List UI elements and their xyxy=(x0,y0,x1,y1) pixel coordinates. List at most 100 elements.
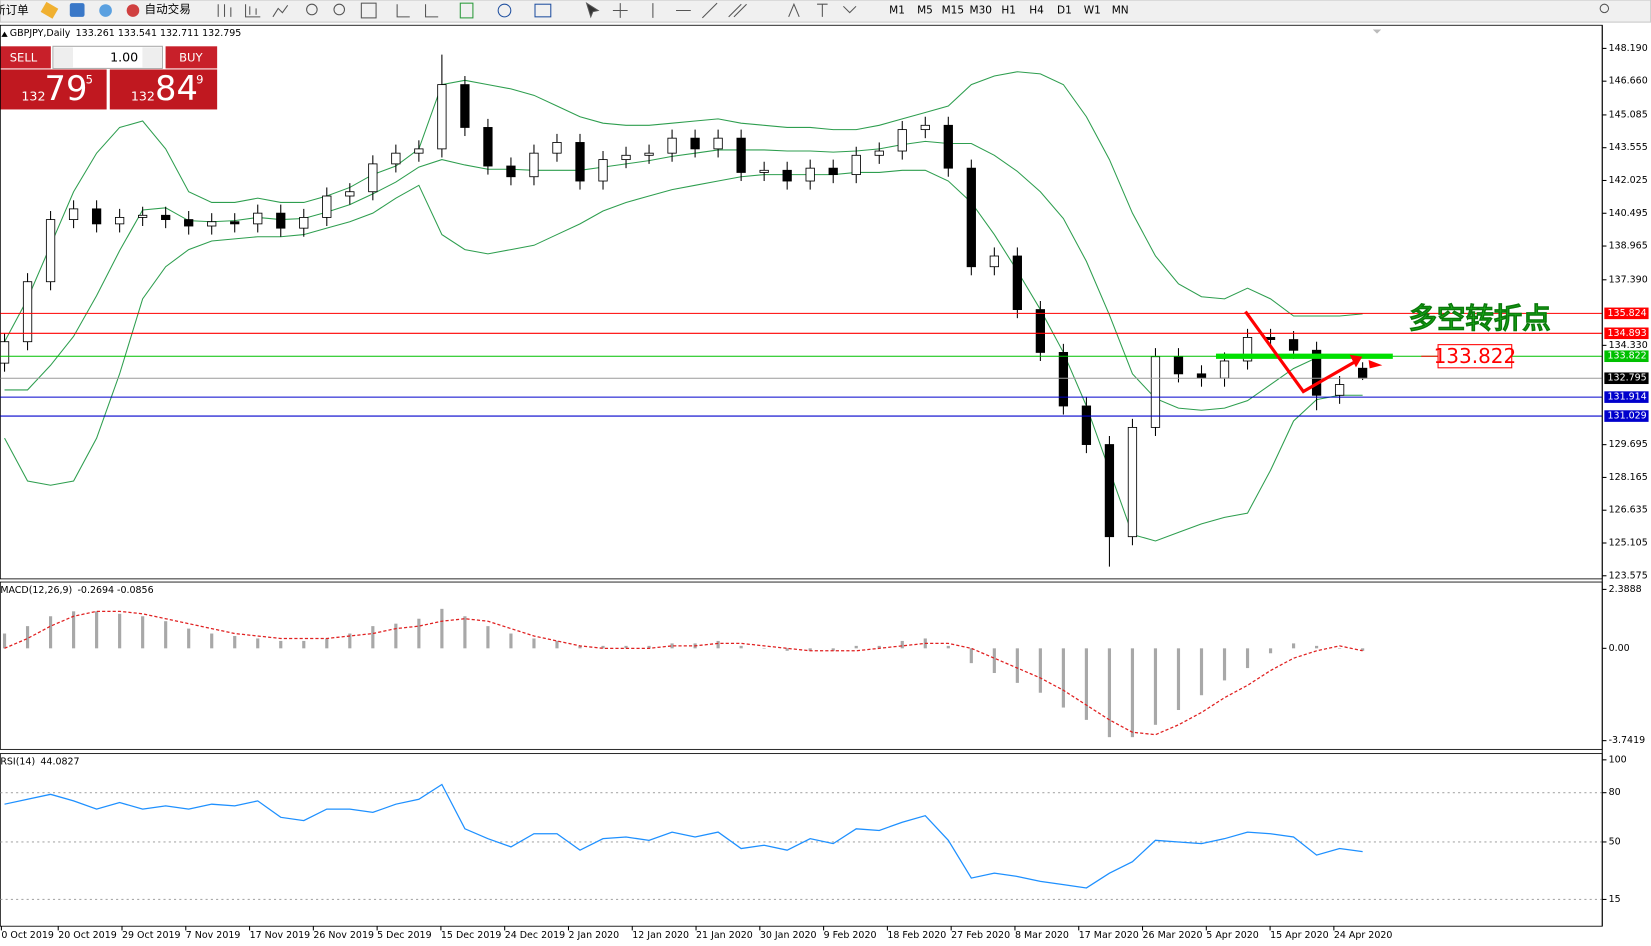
candle-body xyxy=(1242,337,1253,362)
macd-bar xyxy=(141,616,145,649)
macd-bar xyxy=(440,608,444,649)
candle-body xyxy=(1357,367,1368,379)
icon[interactable] xyxy=(40,1,59,19)
candle-body xyxy=(230,221,240,225)
candle-body xyxy=(22,281,33,343)
icon[interactable] xyxy=(99,4,112,17)
search-icon[interactable] xyxy=(1599,3,1610,14)
candle-body xyxy=(644,152,654,156)
buy-button[interactable] xyxy=(165,46,218,69)
y-tick-label: 123.575 xyxy=(1609,570,1648,581)
x-tick-label: 26 Nov 2019 xyxy=(313,930,374,941)
sell-button[interactable] xyxy=(0,46,51,69)
icon[interactable] xyxy=(360,2,377,19)
macd-bar xyxy=(1222,648,1227,681)
icon[interactable] xyxy=(534,3,552,18)
rsi-line xyxy=(4,783,1363,889)
icon[interactable] xyxy=(69,3,85,17)
icon[interactable] xyxy=(306,3,318,16)
auto-trading-icon[interactable] xyxy=(126,4,140,17)
candle-body xyxy=(897,129,907,152)
y-tick-label: 125.105 xyxy=(1609,537,1648,548)
indicator-values: 44.0827 xyxy=(40,757,79,768)
macd-bar xyxy=(785,648,789,651)
macd-bar xyxy=(1361,648,1365,651)
price-level-tag xyxy=(1604,307,1649,320)
icon[interactable] xyxy=(459,2,474,19)
spin-up[interactable] xyxy=(142,47,162,68)
collapse-icon[interactable] xyxy=(1,31,8,37)
icon[interactable] xyxy=(788,2,857,18)
y-tick-label: 2.3888 xyxy=(1609,584,1642,595)
candle-body xyxy=(759,169,769,173)
x-tick-label: 12 Jan 2020 xyxy=(632,930,689,941)
icon[interactable] xyxy=(612,2,747,19)
level-callout: 133.822 xyxy=(1434,344,1517,368)
y-tick-label: 15 xyxy=(1609,894,1621,905)
candle-body xyxy=(575,142,585,182)
candle-body xyxy=(989,255,999,268)
price-level-label: 135.824 xyxy=(1608,308,1647,319)
y-tick-label: 80 xyxy=(1609,787,1621,798)
buy-label[interactable]: BUY xyxy=(179,50,203,64)
candle-body xyxy=(1288,339,1299,351)
icon[interactable] xyxy=(497,3,512,18)
x-tick-label: 30 Jan 2020 xyxy=(760,930,817,941)
lot-value[interactable]: 1.00 xyxy=(110,49,138,64)
macd-bar xyxy=(2,633,7,649)
icon[interactable] xyxy=(333,3,346,16)
icon[interactable] xyxy=(217,4,232,17)
x-tick-label: 15 Dec 2019 xyxy=(441,930,502,941)
candle-body xyxy=(45,219,56,283)
icon[interactable] xyxy=(272,4,289,18)
candle-body xyxy=(667,137,677,154)
icon[interactable] xyxy=(585,1,600,19)
macd-bar xyxy=(1153,648,1158,725)
candle-body xyxy=(1150,356,1161,428)
macd-bar xyxy=(762,648,766,649)
macd-bar xyxy=(1015,648,1019,683)
candle-body xyxy=(1104,444,1115,538)
macd-bar xyxy=(210,633,214,649)
indicator-title: MACD(12,26,9) xyxy=(0,585,72,596)
macd-bar xyxy=(1291,643,1296,649)
x-tick-label: 5 Dec 2019 xyxy=(377,930,431,941)
y-tick-label: 126.635 xyxy=(1609,505,1648,516)
sell-label[interactable]: SELL xyxy=(10,50,38,64)
macd-bar xyxy=(877,645,881,649)
price-level-tag xyxy=(1604,410,1649,422)
sell-price-box[interactable] xyxy=(0,69,107,110)
macd-bar xyxy=(302,640,306,649)
macd-bar xyxy=(187,628,191,649)
macd-bar xyxy=(1315,645,1319,649)
macd-bar xyxy=(1176,648,1181,711)
candle-body xyxy=(253,212,263,225)
x-tick-label: 17 Mar 2020 xyxy=(1079,930,1139,941)
candle-body xyxy=(322,195,332,218)
icon[interactable] xyxy=(396,4,439,18)
timeframe-button: H1 xyxy=(1001,5,1016,17)
y-tick-label: 0.00 xyxy=(1609,643,1630,654)
price-level-tag xyxy=(1604,391,1649,403)
timeframe-button: M15 xyxy=(942,5,964,17)
macd-bar xyxy=(808,648,812,651)
lot-input[interactable] xyxy=(52,45,163,69)
candle-body xyxy=(161,214,171,221)
candle-body xyxy=(299,217,309,229)
icon[interactable] xyxy=(245,4,261,18)
spin-down[interactable] xyxy=(54,47,73,68)
candle-body xyxy=(506,165,516,178)
x-tick-label: 0 Oct 2019 xyxy=(1,930,54,941)
sell-price-main: 79 xyxy=(45,69,88,108)
buy-price-box[interactable] xyxy=(109,69,218,110)
macd-bar xyxy=(532,638,536,649)
candle-body xyxy=(460,84,470,128)
new-order-button[interactable]: 新订单 xyxy=(0,3,29,17)
candle-body xyxy=(345,191,355,197)
macd-bar xyxy=(1061,648,1065,708)
x-tick-label: 24 Apr 2020 xyxy=(1334,930,1393,941)
candle-body xyxy=(621,154,631,161)
candle-body xyxy=(943,124,953,169)
macd-bar xyxy=(256,638,260,649)
auto-trading-button[interactable]: 自动交易 xyxy=(145,2,191,16)
